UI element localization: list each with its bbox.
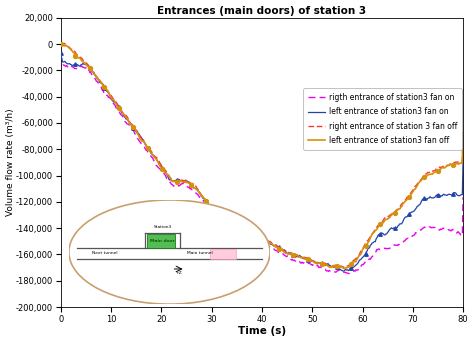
rigth entrance of station3 fan on (389, 245, 394, 249)
right entrance of station 3 fan off (250, 230, 255, 234)
Line: rigth entrance of station3 fan on: rigth entrance of station3 fan on (61, 55, 463, 274)
right entrance of station 3 fan off (342, 265, 347, 269)
left entrance of station3 fan off (58, 42, 64, 46)
right entrance of station 3 fan off (58, 42, 64, 46)
rigth entrance of station3 fan on (451, 229, 457, 233)
left entrance of station3 fan on (276, 245, 282, 249)
left entrance of station3 fan on (249, 231, 255, 235)
right entrance of station 3 fan off (460, 130, 466, 134)
Y-axis label: Volume flow rate (m³/h): Volume flow rate (m³/h) (6, 108, 15, 216)
Legend: rigth entrance of station3 fan on, left entrance of station3 fan on, right entra: rigth entrance of station3 fan on, left … (303, 88, 462, 149)
left entrance of station3 fan on (341, 269, 346, 273)
left entrance of station3 fan off (252, 233, 257, 237)
left entrance of station3 fan on (389, 226, 394, 230)
left entrance of station3 fan on (297, 254, 303, 258)
right entrance of station 3 fan off (452, 160, 458, 164)
left entrance of station3 fan off (460, 131, 466, 135)
left entrance of station3 fan on (451, 190, 457, 195)
rigth entrance of station3 fan on (58, 53, 64, 57)
left entrance of station3 fan off (451, 163, 457, 167)
right entrance of station 3 fan off (389, 211, 395, 215)
left entrance of station3 fan off (276, 247, 282, 251)
left entrance of station3 fan off (389, 213, 394, 218)
Line: left entrance of station3 fan on: left entrance of station3 fan on (61, 53, 463, 271)
left entrance of station3 fan on (252, 232, 257, 236)
rigth entrance of station3 fan on (252, 236, 257, 240)
right entrance of station 3 fan off (61, 41, 67, 45)
rigth entrance of station3 fan on (460, 195, 466, 199)
left entrance of station3 fan off (297, 255, 303, 260)
left entrance of station3 fan off (249, 231, 255, 235)
left entrance of station3 fan off (341, 266, 346, 271)
right entrance of station 3 fan off (252, 233, 258, 237)
X-axis label: Time (s): Time (s) (238, 327, 286, 337)
Title: Entrances (main doors) of station 3: Entrances (main doors) of station 3 (157, 5, 366, 15)
right entrance of station 3 fan off (298, 255, 304, 260)
Line: right entrance of station 3 fan off: right entrance of station 3 fan off (61, 43, 463, 267)
rigth entrance of station3 fan on (346, 272, 352, 276)
rigth entrance of station3 fan on (297, 260, 303, 264)
left entrance of station3 fan on (58, 51, 64, 55)
rigth entrance of station3 fan on (249, 235, 255, 239)
rigth entrance of station3 fan on (276, 250, 282, 254)
right entrance of station 3 fan off (276, 246, 282, 250)
left entrance of station3 fan on (460, 155, 466, 159)
Line: left entrance of station3 fan off: left entrance of station3 fan off (61, 44, 463, 268)
